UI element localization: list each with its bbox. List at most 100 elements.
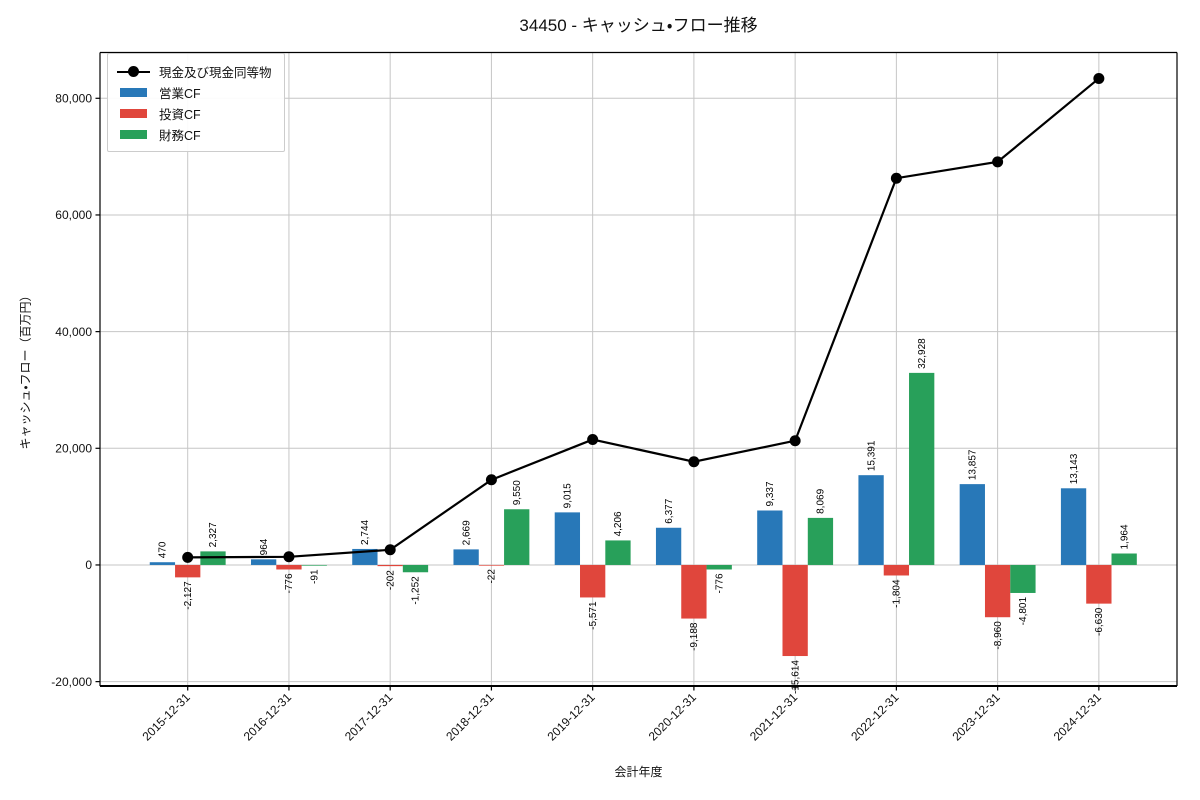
- x-tick-label: 2015-12-31: [140, 690, 194, 744]
- legend-swatch-investing-icon: [117, 109, 150, 118]
- line-point-2022-12-31: [890, 172, 902, 184]
- y-tick-label: 20,000: [55, 441, 92, 455]
- legend-item-operating-cf: 営業CF: [117, 82, 275, 103]
- bar-value-label: 1,964: [1119, 524, 1130, 549]
- bar-investing-cf-2024-12-31: [1086, 564, 1112, 604]
- bar-operating-cf-2022-12-31: [858, 475, 884, 565]
- bar-value-label: 8,069: [816, 488, 827, 513]
- x-tick-label: 2023-12-31: [949, 690, 1003, 744]
- bar-financing-cf-2023-12-31: [1010, 564, 1036, 593]
- legend-label: 財務CF: [159, 129, 201, 143]
- legend-label: 投資CF: [159, 108, 201, 122]
- bar-value-label: 13,143: [1069, 453, 1080, 484]
- y-tick-label: 80,000: [55, 91, 92, 105]
- x-tick-label: 2018-12-31: [443, 690, 497, 744]
- legend-item-cash-equivalents: 現金及び現金同等物: [117, 61, 275, 82]
- bar-operating-cf-2020-12-31: [655, 527, 682, 565]
- bar-financing-cf-2017-12-31: [402, 564, 429, 573]
- bar-value-label: -776: [714, 573, 725, 593]
- x-tick-label: 2020-12-31: [646, 690, 700, 744]
- line-point-2016-12-31: [283, 551, 295, 563]
- bar-value-label: -91: [309, 569, 320, 584]
- bar-value-label: -1,252: [411, 576, 422, 605]
- bar-value-label: 2,669: [461, 520, 472, 545]
- line-point-2017-12-31: [384, 544, 396, 556]
- bar-value-label: 32,928: [917, 338, 928, 369]
- bar-financing-cf-2018-12-31: [504, 509, 530, 565]
- x-tick-label: 2021-12-31: [747, 690, 801, 744]
- bar-value-label: 2,327: [208, 522, 219, 547]
- legend: 現金及び現金同等物 営業CF 投資CF 財務CF: [107, 53, 285, 152]
- bar-value-label: -9,188: [689, 622, 700, 651]
- bar-investing-cf-2021-12-31: [782, 564, 808, 657]
- bar-value-label: -5,571: [588, 601, 599, 630]
- bar-value-label: 6,377: [664, 498, 675, 523]
- bar-value-label: 470: [158, 541, 169, 558]
- legend-item-financing-cf: 財務CF: [117, 124, 275, 145]
- bar-financing-cf-2024-12-31: [1111, 553, 1137, 565]
- bar-value-label: 9,015: [563, 483, 574, 508]
- line-point-2019-12-31: [587, 434, 599, 446]
- bar-value-label: -4,801: [1018, 597, 1029, 626]
- legend-swatch-operating-icon: [117, 88, 150, 97]
- bar-financing-cf-2021-12-31: [807, 517, 834, 565]
- bar-operating-cf-2018-12-31: [453, 549, 479, 565]
- bar-value-label: -22: [487, 569, 498, 584]
- bar-investing-cf-2022-12-31: [883, 564, 910, 576]
- legend-swatch-financing-icon: [117, 130, 150, 139]
- cash-equivalents-line: [187, 77, 1100, 559]
- bar-value-label: -202: [385, 570, 396, 590]
- x-tick-label: 2019-12-31: [544, 690, 598, 744]
- y-tick-label: -20,000: [51, 675, 92, 689]
- bar-value-label: 964: [259, 538, 270, 555]
- bar-value-label: -776: [284, 573, 295, 593]
- bar-financing-cf-2019-12-31: [605, 540, 631, 565]
- bar-value-label: -6,630: [1094, 607, 1105, 636]
- bar-financing-cf-2016-12-31: [301, 564, 327, 566]
- bar-value-label: -2,127: [183, 581, 194, 610]
- bar-financing-cf-2020-12-31: [706, 564, 732, 570]
- line-point-2021-12-31: [789, 435, 801, 447]
- line-point-2020-12-31: [688, 456, 700, 468]
- bar-investing-cf-2023-12-31: [984, 564, 1011, 618]
- legend-item-investing-cf: 投資CF: [117, 103, 275, 124]
- legend-label: 現金及び現金同等物: [159, 66, 272, 80]
- bar-value-label: -8,960: [993, 621, 1004, 650]
- bar-investing-cf-2016-12-31: [276, 564, 302, 570]
- bar-operating-cf-2023-12-31: [959, 484, 985, 565]
- bar-operating-cf-2024-12-31: [1060, 488, 1087, 565]
- line-point-2023-12-31: [992, 156, 1004, 168]
- x-tick-label: 2024-12-31: [1051, 690, 1105, 744]
- bar-investing-cf-2017-12-31: [377, 564, 403, 567]
- bar-value-label: 2,744: [360, 519, 371, 544]
- bar-value-label: 13,857: [968, 449, 979, 480]
- bar-value-label: 4,206: [613, 511, 624, 536]
- bar-investing-cf-2018-12-31: [478, 564, 505, 566]
- x-tick-label: 2022-12-31: [848, 690, 902, 744]
- bar-value-label: 15,391: [866, 440, 877, 471]
- bar-investing-cf-2020-12-31: [681, 564, 707, 619]
- bar-investing-cf-2019-12-31: [580, 564, 606, 598]
- legend-line-marker-icon: [117, 66, 150, 77]
- bar-operating-cf-2015-12-31: [149, 562, 176, 565]
- bar-operating-cf-2016-12-31: [250, 559, 277, 565]
- y-tick-label: 40,000: [55, 325, 92, 339]
- bar-operating-cf-2019-12-31: [554, 512, 581, 565]
- y-tick-label: 60,000: [55, 208, 92, 222]
- x-axis-title: 会計年度: [614, 765, 663, 779]
- bar-value-label: 9,337: [765, 481, 776, 506]
- bar-value-label: -1,804: [892, 579, 903, 608]
- bar-value-label: -15,614: [790, 660, 801, 694]
- legend-label: 営業CF: [159, 87, 201, 101]
- line-point-2024-12-31: [1093, 72, 1105, 84]
- y-tick-label: 0: [85, 558, 92, 572]
- bar-operating-cf-2021-12-31: [757, 510, 783, 565]
- chart-title: 34450 - キャッシュ・フロー推移: [519, 16, 758, 35]
- x-tick-label: 2017-12-31: [342, 690, 396, 744]
- bar-financing-cf-2022-12-31: [909, 372, 935, 565]
- line-point-2015-12-31: [182, 551, 194, 563]
- bar-investing-cf-2015-12-31: [175, 564, 201, 578]
- x-tick-label: 2016-12-31: [241, 690, 295, 744]
